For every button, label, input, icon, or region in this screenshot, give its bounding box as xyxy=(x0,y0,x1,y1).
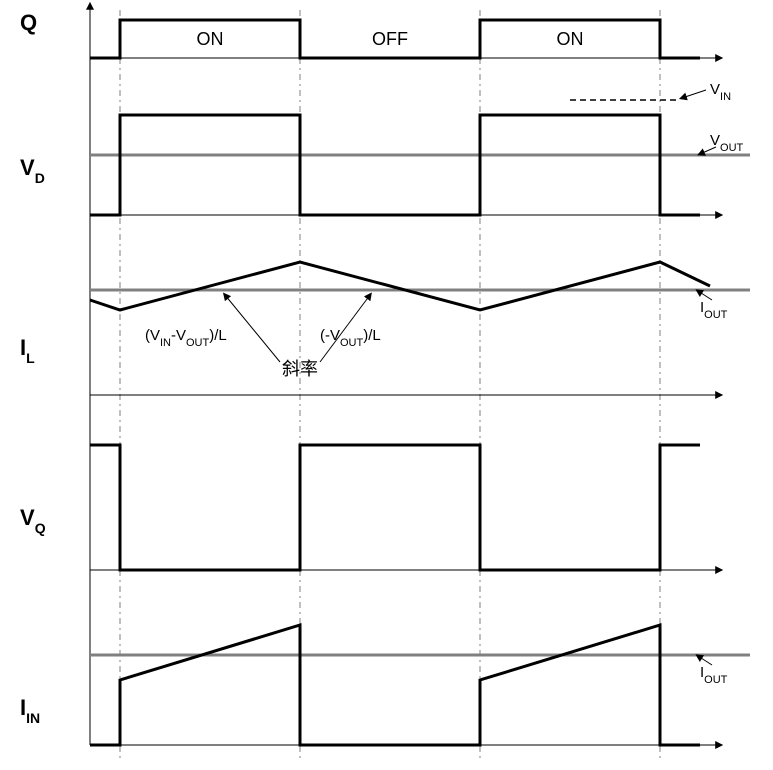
label-vin: VIN xyxy=(710,81,731,103)
label-vout: VOUT xyxy=(710,132,744,154)
slope-1: (VIN-VOUT)/L xyxy=(145,327,227,349)
label-vd: VD xyxy=(20,155,45,186)
timing-diagram: Q ON OFF ON VD VIN VOUT IL IOUT (VIN-VOUT)/L (-VOU… xyxy=(0,0,773,770)
q-off: OFF xyxy=(372,29,408,49)
label-iout-iin: IOUT xyxy=(700,664,728,686)
label-il: IL xyxy=(20,335,35,366)
label-iout-il: IOUT xyxy=(700,299,728,321)
slope-2: (-VOUT)/L xyxy=(320,327,381,349)
label-iin: IIN xyxy=(20,695,40,726)
label-q: Q xyxy=(20,10,37,35)
q-on-1: ON xyxy=(197,29,224,49)
label-vq: VQ xyxy=(20,505,46,536)
slope-word: 斜率 xyxy=(282,359,318,379)
q-on-2: ON xyxy=(557,29,584,49)
